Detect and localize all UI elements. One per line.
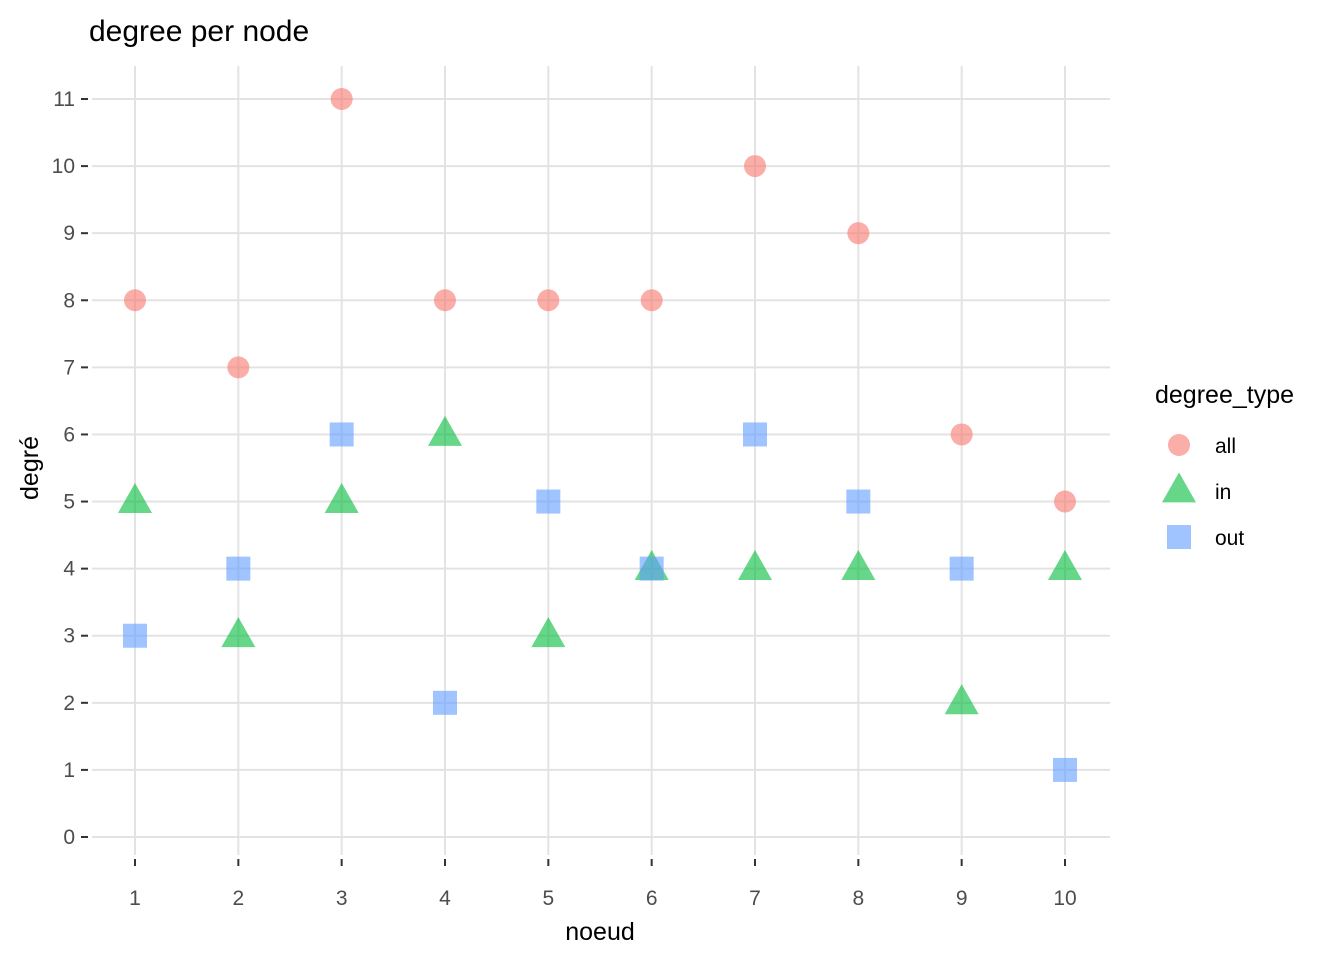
y-tick-label: 5 [63, 491, 75, 514]
point-out [639, 556, 664, 581]
x-tick-label: 5 [542, 887, 554, 910]
y-tick-label: 8 [63, 289, 75, 312]
x-tick-label: 7 [749, 887, 761, 910]
y-tick-label: 0 [63, 826, 75, 849]
y-tick-label: 1 [63, 759, 75, 782]
legend: degree_type all in out [1155, 381, 1294, 550]
x-tick-label: 8 [852, 887, 864, 910]
x-tick-label: 9 [956, 887, 968, 910]
legend-key-all [1168, 434, 1190, 456]
point-in [841, 550, 876, 581]
point-out [123, 623, 147, 648]
point-all [1054, 490, 1076, 513]
legend-title: degree_type [1155, 381, 1294, 409]
x-tick-label: 2 [232, 887, 244, 910]
y-axis-title: degré [16, 436, 44, 500]
data-points [118, 88, 1082, 782]
point-in [738, 550, 772, 581]
point-out [433, 690, 457, 715]
chart-title: degree per node [89, 15, 309, 48]
point-all [950, 423, 973, 446]
y-tick-label: 11 [53, 88, 75, 111]
point-out [329, 422, 354, 447]
legend-label-all: all [1215, 435, 1236, 458]
y-tick-label: 9 [63, 222, 75, 245]
x-axis-title: noeud [565, 918, 635, 946]
point-out [536, 489, 561, 514]
point-all [227, 356, 250, 379]
point-in [944, 684, 979, 715]
point-all [434, 289, 456, 312]
x-tick-label: 4 [439, 887, 451, 910]
y-tick-label: 10 [52, 155, 75, 178]
grid [92, 66, 1110, 855]
point-out [226, 556, 251, 581]
point-in [1048, 550, 1082, 581]
x-tick-label: 10 [1053, 887, 1076, 910]
legend-key-out [1167, 525, 1191, 549]
point-in [428, 415, 462, 446]
point-all [537, 289, 560, 312]
x-tick-label: 1 [129, 887, 141, 910]
point-all [847, 222, 870, 245]
point-out [1053, 757, 1077, 782]
legend-label-in: in [1215, 481, 1231, 504]
legend-label-out: out [1215, 527, 1244, 550]
point-out [949, 556, 974, 581]
point-in [531, 617, 566, 648]
point-out [846, 489, 871, 514]
y-tick-label: 7 [63, 356, 75, 379]
point-in [221, 617, 256, 648]
point-all [640, 289, 663, 312]
point-in [118, 482, 152, 513]
x-tick-label: 3 [336, 887, 348, 910]
y-tick-label: 2 [63, 692, 75, 715]
y-tick-label: 4 [63, 558, 75, 581]
y-tick-label: 3 [63, 625, 75, 648]
point-all [124, 289, 146, 312]
legend-key-in [1162, 472, 1196, 503]
point-out [743, 422, 767, 447]
point-all [744, 155, 766, 178]
point-all [330, 88, 353, 110]
x-tick-label: 6 [646, 887, 658, 910]
y-tick-label: 6 [63, 423, 75, 446]
point-in [324, 482, 359, 513]
